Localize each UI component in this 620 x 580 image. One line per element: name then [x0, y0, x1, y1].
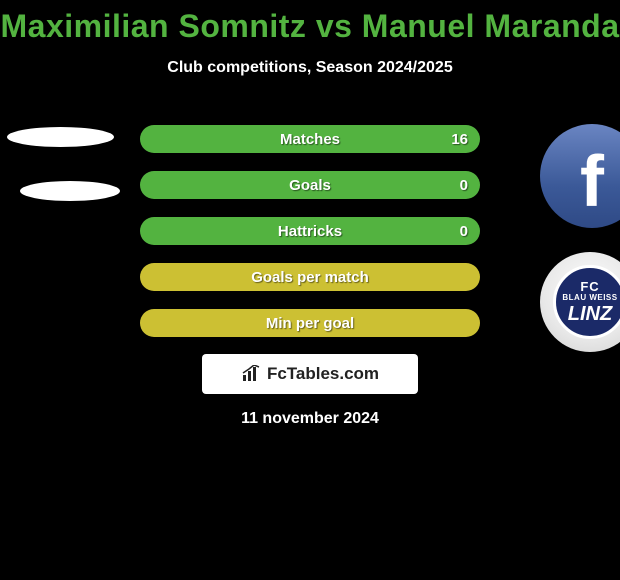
stat-label: Goals: [140, 171, 480, 199]
stat-label: Hattricks: [140, 217, 480, 245]
stat-pill: Min per goal: [140, 309, 480, 337]
facebook-share-button[interactable]: f: [540, 124, 620, 228]
stat-pill: Goals0: [140, 171, 480, 199]
stat-label: Matches: [140, 125, 480, 153]
stat-value: 16: [451, 125, 468, 153]
stat-pill: Hattricks0: [140, 217, 480, 245]
date-text: 11 november 2024: [0, 410, 620, 428]
club-line1: FC: [580, 280, 599, 293]
page-title: Maximilian Somnitz vs Manuel Maranda: [0, 0, 620, 45]
stat-value: 0: [460, 217, 468, 245]
club-line2: BLAU WEISS: [562, 294, 617, 302]
stat-label: Goals per match: [140, 263, 480, 291]
club-line3: LINZ: [568, 304, 612, 324]
left-oval: [7, 127, 114, 147]
left-oval: [20, 181, 120, 201]
branding-box[interactable]: FcTables.com: [202, 354, 418, 394]
stat-label: Min per goal: [140, 309, 480, 337]
stats-area: Matches16Goals0Hattricks0Goals per match…: [140, 125, 480, 355]
facebook-icon: f: [580, 141, 604, 223]
club-badge: FC BLAU WEISS LINZ: [540, 252, 620, 352]
stat-pill: Goals per match: [140, 263, 480, 291]
club-badge-inner: FC BLAU WEISS LINZ: [553, 265, 620, 339]
stat-value: 0: [460, 171, 468, 199]
stat-pill: Matches16: [140, 125, 480, 153]
page-subtitle: Club competitions, Season 2024/2025: [0, 59, 620, 77]
branding-text: FcTables.com: [267, 364, 379, 384]
chart-icon: [241, 365, 261, 383]
